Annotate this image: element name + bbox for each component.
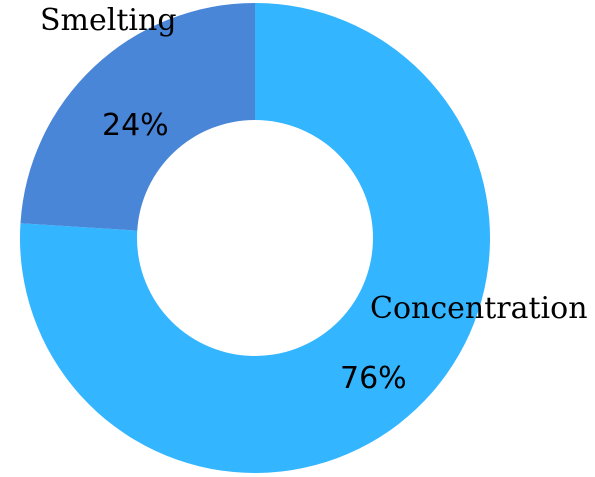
slices-layer xyxy=(19,3,491,473)
category-label-smelting: Smelting xyxy=(40,3,177,38)
labels-layer: Concentration 76% Smelting 24% xyxy=(40,3,588,396)
value-label-smelting: 24% xyxy=(102,108,169,143)
slice-concentration xyxy=(19,3,491,473)
slice-smelting xyxy=(20,3,256,231)
category-label-concentration: Concentration xyxy=(370,291,588,326)
value-label-concentration: 76% xyxy=(340,361,407,396)
